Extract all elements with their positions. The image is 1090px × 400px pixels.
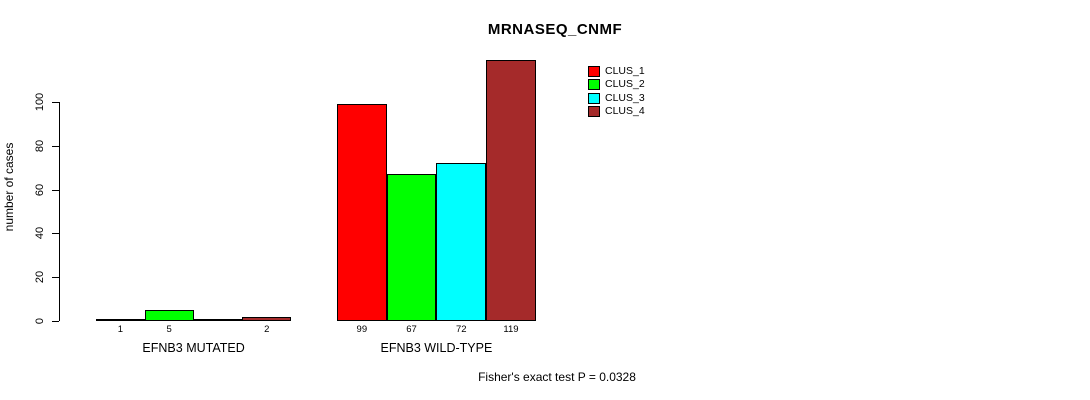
y-axis-tick	[52, 233, 59, 235]
y-axis-line	[59, 102, 60, 321]
bar-value-label: 67	[406, 323, 417, 335]
bar-clus_3	[436, 163, 487, 321]
bar-clus_2	[144, 310, 194, 321]
y-axis-tick-label: 100	[34, 92, 46, 112]
y-axis-title: number of cases	[2, 142, 16, 232]
y-axis-tick	[52, 102, 59, 103]
bar-value-label: 2	[264, 323, 270, 335]
legend-swatch-clus3	[588, 92, 600, 104]
legend-label: CLUS_4	[605, 105, 645, 118]
x-axis-group-label: EFNB3 WILD-TYPE	[380, 341, 493, 355]
y-axis-tick	[52, 277, 59, 279]
y-axis-tick-label: 60	[34, 183, 46, 196]
bar-clus_2	[386, 174, 437, 321]
x-axis-group-label: EFNB3 MUTATED	[142, 341, 245, 355]
bar-value-label: 99	[356, 323, 368, 335]
legend-swatch-clus4	[588, 106, 600, 118]
bar-clus_4	[242, 316, 292, 321]
legend-label: CLUS_3	[605, 91, 645, 104]
bar-value-label: 5	[166, 323, 172, 335]
stat-annotation: Fisher's exact test P = 0.0328	[478, 370, 636, 384]
y-axis-tick-label: 80	[34, 139, 46, 152]
chart-title: MRNASEQ_CNMF	[487, 21, 623, 38]
legend-label: CLUS_1	[605, 65, 645, 78]
y-axis-tick	[52, 189, 59, 191]
y-axis-tick-label: 0	[34, 317, 46, 325]
legend-item: CLUS_2	[588, 78, 645, 91]
legend-swatch-clus2	[588, 79, 600, 91]
bar-value-label: 72	[455, 323, 467, 335]
legend-item: CLUS_3	[588, 92, 645, 105]
y-axis-tick	[52, 321, 59, 322]
bar-value-label: 119	[503, 323, 519, 335]
legend-swatch-clus1	[588, 66, 600, 78]
bar-clus_4	[486, 60, 536, 321]
bar-clus_1	[337, 104, 387, 321]
y-axis-tick-label: 40	[34, 227, 46, 240]
y-axis-tick	[52, 145, 59, 147]
legend: CLUS_1 CLUS_2 CLUS_3 CLUS_4	[588, 65, 645, 118]
legend-label: CLUS_2	[605, 78, 645, 91]
bar-value-label: 1	[117, 323, 124, 335]
legend-item: CLUS_1	[588, 65, 645, 78]
legend-item: CLUS_4	[588, 105, 645, 118]
y-axis-tick-label: 20	[34, 271, 46, 284]
bar-clus_3-zero	[193, 319, 243, 321]
bar-clus_1	[96, 318, 145, 321]
